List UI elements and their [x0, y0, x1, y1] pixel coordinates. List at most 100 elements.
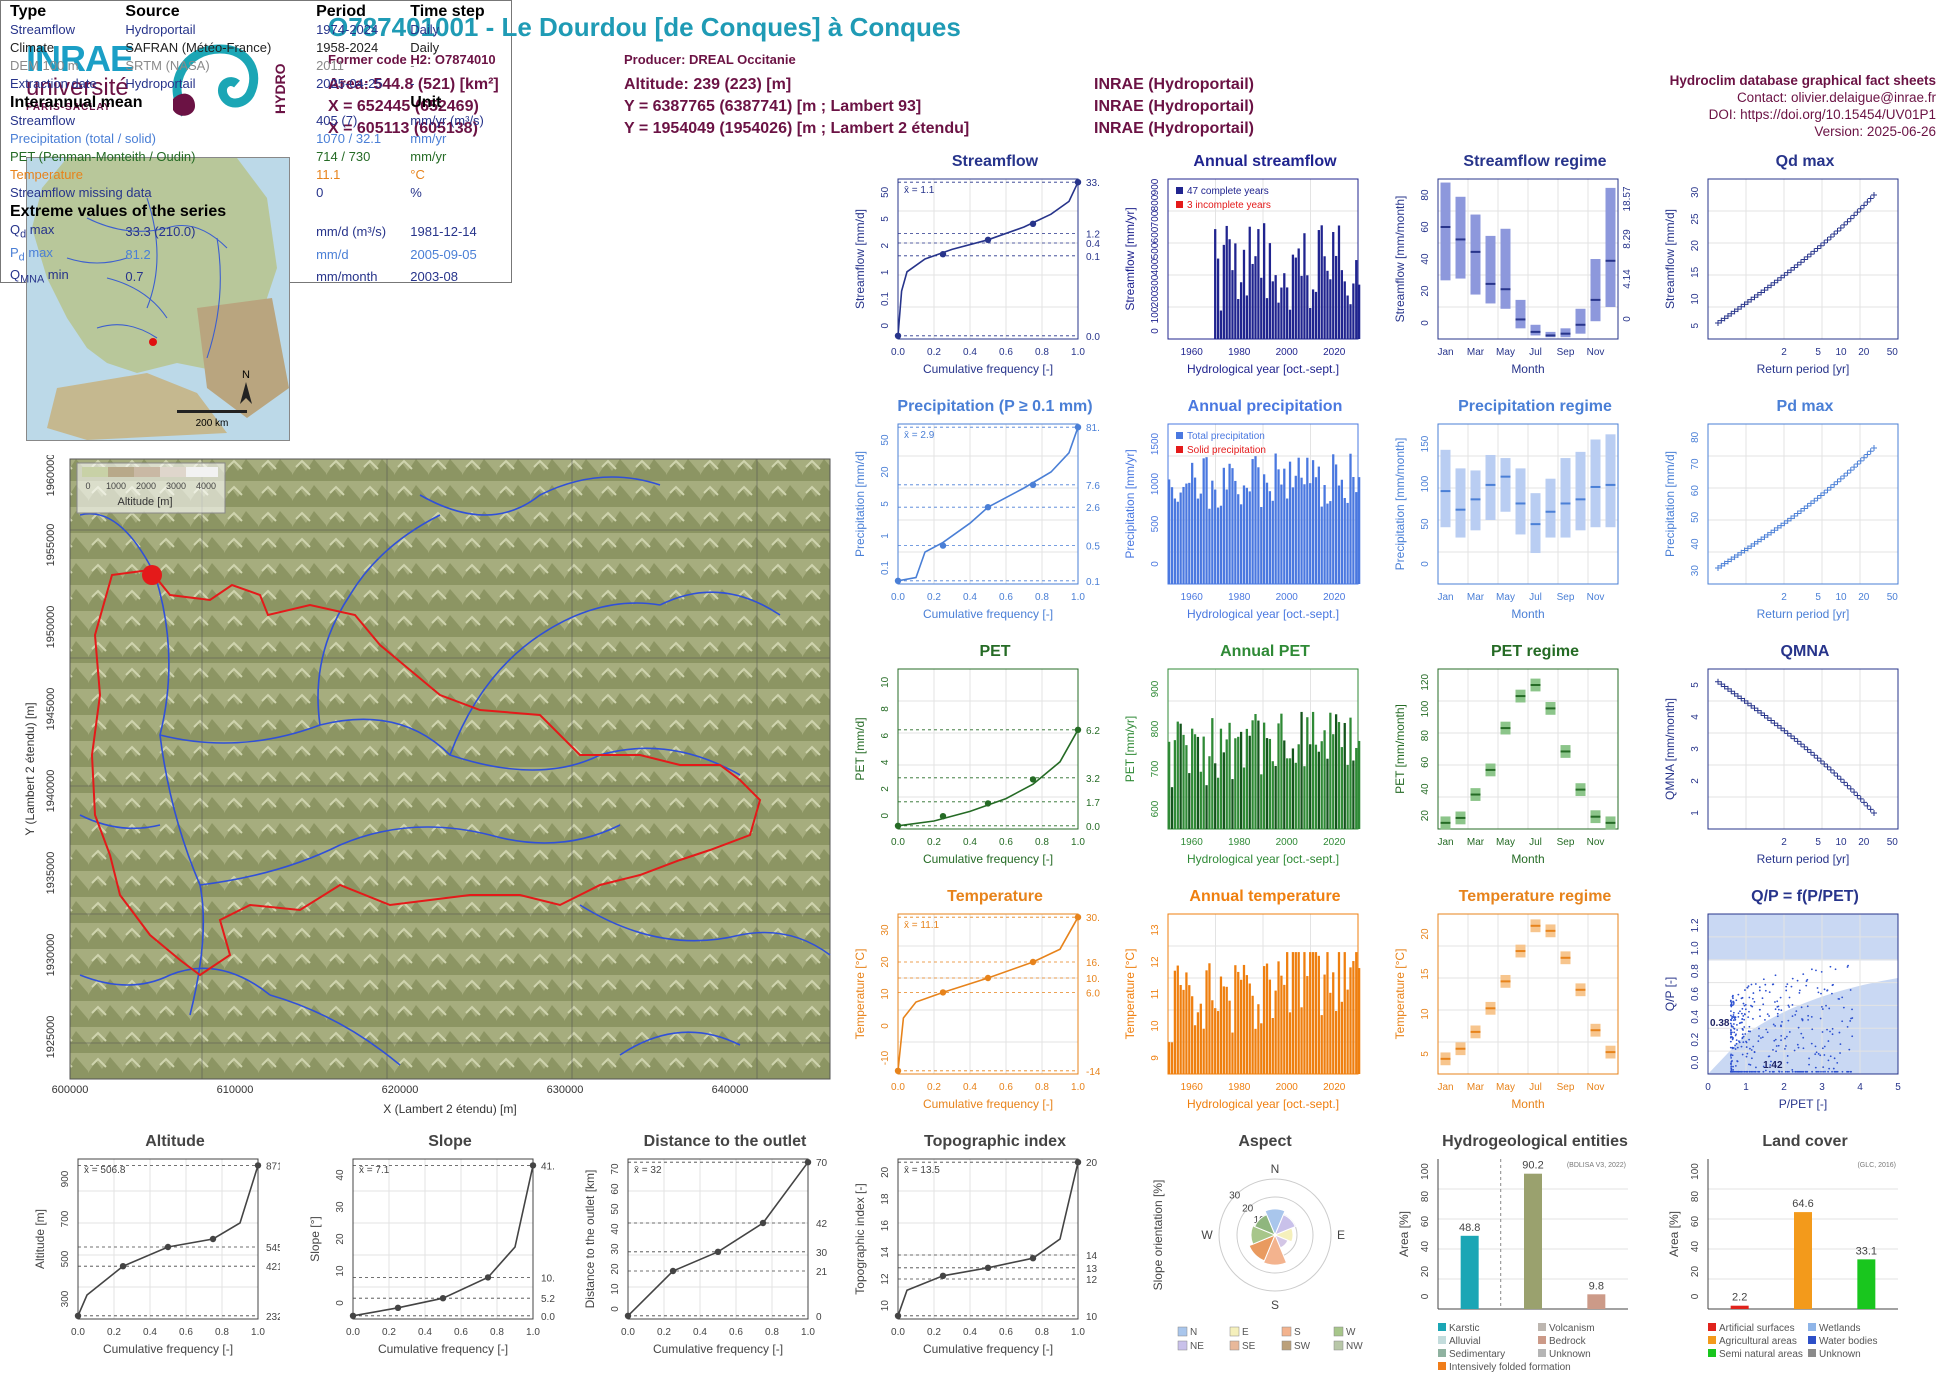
x-axis-label: P/PET [-]	[1779, 1097, 1827, 1111]
x-tick-label: 2	[1781, 1082, 1787, 1093]
y-tick-label: 1	[1690, 810, 1701, 816]
qp-point	[1825, 1004, 1827, 1007]
qp-point	[1764, 983, 1767, 986]
qp-point	[1795, 1010, 1798, 1013]
y-tick-label: 1500	[1150, 432, 1161, 455]
return-point	[1784, 269, 1791, 276]
annual-bar	[1329, 992, 1332, 1074]
chart-svg: Jan Mar May Jul Sep Nov 5 10 15 20 Month Temperatur…	[1393, 913, 1619, 1111]
fact-sheet-info: Hydroclim database graphical fact sheets…	[1670, 72, 1936, 140]
y-tick-label: 50	[1420, 518, 1431, 530]
y-tick-label: 200	[1150, 290, 1161, 307]
annual-bar	[1271, 500, 1274, 584]
annual-bar	[1352, 283, 1355, 339]
legend-swatch	[1708, 1336, 1716, 1344]
qp-point	[1819, 1017, 1822, 1020]
y-tick-label: 20	[335, 1233, 346, 1245]
annual-bar	[1323, 256, 1326, 339]
x-tick-label: 2020	[1323, 347, 1346, 358]
chart-svg: 1960 1980 2000 2020 0 10020030040050060070080…	[1123, 178, 1361, 376]
plot-frame	[897, 178, 1079, 340]
annual-bar	[1251, 720, 1254, 829]
col-source: Source	[125, 3, 180, 20]
return-point	[1715, 565, 1721, 571]
annual-streamflow-chart: Annual streamflow 1960 1980 2000 2020 0 100 200…	[1120, 153, 1370, 390]
return-point	[1771, 527, 1778, 534]
qp-point	[1746, 1070, 1749, 1073]
legend-swatch	[1333, 1326, 1344, 1337]
qp-point	[1732, 1065, 1734, 1068]
x-tick-label: 0.2	[382, 1327, 396, 1338]
right-label: 20	[1086, 1158, 1098, 1169]
qp-point	[1758, 1035, 1760, 1037]
legend-swatch	[1438, 1323, 1446, 1331]
annual-bar	[1355, 492, 1358, 584]
return-point	[1851, 789, 1858, 796]
mean-unit: mm/yr	[410, 149, 447, 164]
x-tick-label: 3	[1819, 1082, 1825, 1093]
x-tick-label: 0.6	[999, 837, 1013, 848]
y-tick-label: 100	[1420, 1163, 1431, 1180]
y-tick-label: 25	[1690, 213, 1701, 225]
annual-bar	[1286, 498, 1289, 584]
annual-bar	[1254, 256, 1257, 339]
annual-bar	[1268, 979, 1272, 1074]
qp-point	[1805, 980, 1808, 982]
x-tick-label: 0.8	[1035, 592, 1049, 603]
annual-bar	[1245, 295, 1249, 339]
y-axis-label: PET [mm/yr]	[1123, 716, 1137, 782]
qp-point	[1729, 1004, 1732, 1007]
x-axis-label: Return period [yr]	[1757, 607, 1850, 621]
x-axis-label: Cumulative frequency [-]	[103, 1342, 233, 1356]
qp-point	[1747, 1030, 1750, 1033]
doi-link[interactable]: DOI: https://doi.org/10.15454/UV01P1	[1708, 107, 1936, 122]
data-label: 48.8	[1459, 1222, 1480, 1234]
regime-box	[1560, 458, 1571, 538]
return-point	[1778, 725, 1785, 732]
map-ytick: 1955000	[45, 524, 57, 567]
x-tick-label: 0.0	[891, 1327, 905, 1338]
annual-bar	[1257, 467, 1260, 584]
x-tick-label: 0.0	[346, 1327, 360, 1338]
x-tick-label: 0.8	[1035, 347, 1049, 358]
qp-point	[1847, 964, 1849, 967]
qp-point	[1731, 1036, 1734, 1039]
row-step: -	[410, 58, 415, 73]
annual-bar	[1173, 970, 1177, 1074]
return-point	[1844, 782, 1851, 789]
qp-point	[1772, 1049, 1774, 1051]
chart-svg: 81.27.62.60.50.10.00.20.40.60.81.00.1152…	[853, 423, 1100, 621]
quantile-point	[1074, 1159, 1082, 1166]
x-axis-label: Month	[1511, 607, 1544, 621]
y-axis-label: Q/P [-]	[1663, 977, 1677, 1011]
extreme-unit: mm/d (m³/s)	[316, 224, 387, 240]
qp-point	[1742, 1015, 1745, 1017]
return-point	[1768, 717, 1775, 724]
map-ytick: 1945000	[45, 688, 57, 731]
qp-point	[1841, 996, 1844, 999]
annual-bar	[1337, 485, 1341, 584]
chart-svg: 2 5 10 20 50 30 40 50 60 70 80 Return period [yr] Pr…	[1663, 423, 1899, 621]
annual-bar	[1283, 468, 1286, 584]
hydrogeology-chart: Hydrogeological entities 48.8 90.2 9.8 (BDLI…	[1390, 1133, 1640, 1380]
qp-point	[1839, 1043, 1842, 1046]
return-point	[1834, 773, 1841, 780]
y-tick-label: 0	[1420, 1293, 1431, 1299]
qp-ppet-chart: Q/P = f(P/PET) 0.38 1.42 0 1 2 3 4 5 0.0 0.2 0.4 0.6…	[1660, 888, 1910, 1125]
y-tick-label: 10	[335, 1265, 346, 1277]
north-arrow-label: N	[242, 369, 250, 381]
annual-bar	[1257, 229, 1260, 339]
return-point	[1807, 251, 1814, 258]
x-tick-label: Sep	[1557, 837, 1575, 848]
x-tick-label: 0.6	[999, 592, 1013, 603]
annotation-label: 0.38	[1710, 1018, 1730, 1029]
return-point	[1867, 448, 1874, 455]
y-tick-label: 20	[1420, 1266, 1431, 1278]
chart-title: Land cover	[1762, 1133, 1848, 1150]
x-tick-label: 1.0	[1071, 347, 1085, 358]
qp-point	[1821, 1047, 1824, 1050]
qp-point	[1729, 1022, 1732, 1025]
qp-point	[1829, 1055, 1832, 1058]
regime-box	[1575, 308, 1586, 334]
annual-bar	[1346, 989, 1349, 1074]
